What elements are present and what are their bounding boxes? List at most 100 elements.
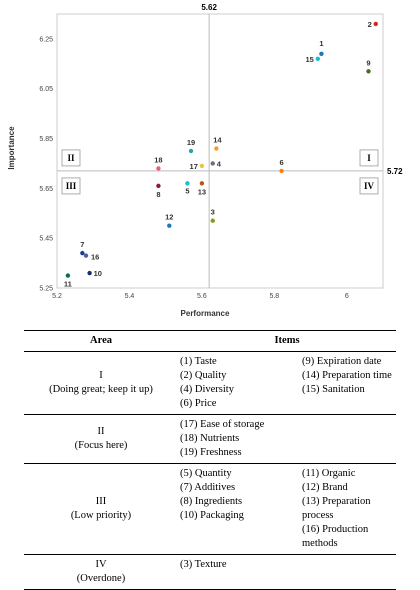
area-cell: IV (Overdone) xyxy=(24,554,178,590)
importance-performance-chart: 5.2 5.4 5.6 5.8 6 5.25 5.45 5.65 5.85 6.05 6.25 5.… xyxy=(7,3,403,318)
area-cell: I (Doing great; keep it up) xyxy=(24,351,178,415)
point-2 xyxy=(373,21,378,27)
header-area: Area xyxy=(24,330,178,352)
items-cell: (17) Ease of storage (18) Nutrients (19) F… xyxy=(178,414,300,464)
item-entry: (8) Ingredients xyxy=(180,496,243,507)
x-tick-label: 5.4 xyxy=(125,293,135,300)
quadrant-label-q3: III xyxy=(66,181,77,191)
item-entry: (1) Taste xyxy=(180,356,217,367)
point-18 xyxy=(156,166,161,171)
items-cell: (9) Expiration date (14) Preparation time… xyxy=(300,351,396,415)
point-16 xyxy=(83,253,89,258)
point-label-13: 13 xyxy=(198,187,206,196)
items-cell xyxy=(300,414,396,464)
point-label-2: 2 xyxy=(368,20,372,29)
item-entry: (19) Freshness xyxy=(180,447,242,458)
point-label-17: 17 xyxy=(190,162,198,171)
point-19 xyxy=(188,148,194,154)
y-tick-label: 5.45 xyxy=(39,236,53,243)
item-entry: (3) Texture xyxy=(180,559,227,570)
area-description: (Focus here) xyxy=(74,440,128,451)
point-3 xyxy=(210,218,215,223)
point-14 xyxy=(214,146,219,151)
table-row: II (Focus here) (17) Ease of storage (18) N… xyxy=(24,414,396,464)
table-row: III (Low priority) (5) Quantity (7) Additiv… xyxy=(24,463,396,555)
area-description: (Low priority) xyxy=(70,510,132,521)
header-items: Items xyxy=(178,330,396,352)
x-tick-label: 5.6 xyxy=(197,293,207,300)
y-axis-title: Importance xyxy=(7,126,16,170)
point-label-1: 1 xyxy=(319,39,323,48)
point-10 xyxy=(87,270,92,276)
area-numeral: II xyxy=(97,426,105,437)
item-entry: (16) Production methods xyxy=(302,524,369,549)
area-description: (Doing great; keep it up) xyxy=(49,384,153,395)
item-entry: (18) Nutrients xyxy=(180,433,240,444)
items-cell xyxy=(300,554,396,590)
point-label-16: 16 xyxy=(91,253,99,262)
items-cell: (11) Organic (12) Brand (13) Preparation p… xyxy=(300,463,396,555)
x-tick-label: 6 xyxy=(345,293,349,300)
point-label-5: 5 xyxy=(185,186,189,195)
point-8 xyxy=(156,183,161,189)
item-entry: (14) Preparation time xyxy=(302,370,392,381)
point-label-8: 8 xyxy=(156,190,160,199)
point-1 xyxy=(319,51,324,57)
item-entry: (9) Expiration date xyxy=(302,356,382,367)
item-entry: (7) Additives xyxy=(180,482,236,493)
point-15 xyxy=(315,56,320,62)
items-cell: (3) Texture xyxy=(178,554,300,590)
point-11 xyxy=(65,273,71,278)
area-cell: III (Low priority) xyxy=(24,463,178,555)
quadrant-label-q4: IV xyxy=(364,181,375,191)
items-cell: (5) Quantity (7) Additives (8) Ingredients… xyxy=(178,463,300,555)
quadrant-legend-table: Area Items I (Doing great; keep it up) (1)… xyxy=(24,330,396,590)
point-4 xyxy=(210,161,215,166)
x-tick-label: 5.8 xyxy=(269,293,279,300)
point-9 xyxy=(366,69,371,74)
point-label-19: 19 xyxy=(187,138,195,147)
area-cell: II (Focus here) xyxy=(24,414,178,464)
area-numeral: I xyxy=(99,370,103,381)
quadrant-box-q3 xyxy=(61,177,81,195)
y-tick-label: 5.25 xyxy=(39,286,53,293)
plot-frame xyxy=(56,13,384,289)
table-header-row: Area Items xyxy=(24,330,396,352)
y-tick-label: 6.25 xyxy=(39,36,53,43)
point-label-4: 4 xyxy=(217,159,222,168)
item-entry: (11) Organic xyxy=(302,468,356,479)
item-entry: (13) Preparation process xyxy=(302,496,371,521)
point-label-9: 9 xyxy=(366,58,370,67)
item-entry: (2) Quality xyxy=(180,370,227,381)
area-numeral: IV xyxy=(95,559,107,570)
item-entry: (4) Diversity xyxy=(180,384,234,395)
table-row: I (Doing great; keep it up) (1) Taste (2) Q… xyxy=(24,351,396,415)
x-axis-title: Performance xyxy=(181,309,230,318)
point-label-3: 3 xyxy=(211,208,215,217)
point-6 xyxy=(279,168,284,174)
point-7 xyxy=(80,250,85,256)
point-label-11: 11 xyxy=(64,280,72,289)
point-label-10: 10 xyxy=(94,269,102,278)
table-row: IV (Overdone) (3) Texture xyxy=(24,554,396,590)
item-entry: (17) Ease of storage xyxy=(180,419,265,430)
area-description: (Overdone) xyxy=(76,573,126,584)
point-label-15: 15 xyxy=(305,55,313,64)
y-mean-label: 5.72 xyxy=(387,167,403,176)
point-label-6: 6 xyxy=(279,158,283,167)
point-12 xyxy=(167,223,172,228)
point-5 xyxy=(185,181,190,186)
area-numeral: III xyxy=(95,496,107,507)
point-label-14: 14 xyxy=(213,136,222,145)
x-mean-label: 5.62 xyxy=(201,3,217,12)
items-cell: (1) Taste (2) Quality (4) Diversity (6) Pri… xyxy=(178,351,300,415)
y-tick-label: 5.85 xyxy=(39,136,53,143)
item-entry: (6) Price xyxy=(180,398,217,409)
item-entry: (5) Quantity xyxy=(180,468,232,479)
y-tick-label: 6.05 xyxy=(39,86,53,93)
quadrant-box-q4 xyxy=(359,177,379,195)
point-label-18: 18 xyxy=(154,155,162,164)
point-label-12: 12 xyxy=(165,213,173,222)
quadrant-box-q1 xyxy=(359,149,379,167)
y-tick-label: 5.65 xyxy=(39,186,53,193)
